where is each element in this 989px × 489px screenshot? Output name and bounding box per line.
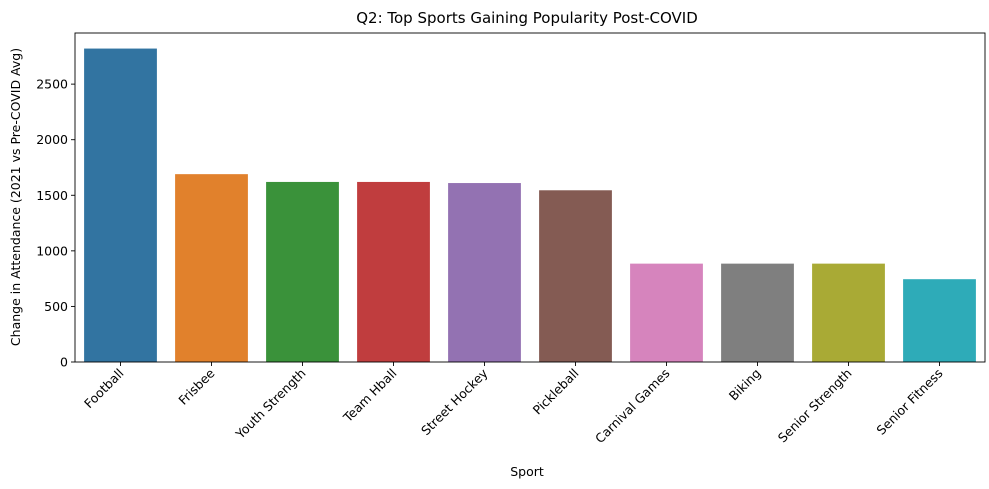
- chart-title: Q2: Top Sports Gaining Popularity Post-C…: [356, 9, 698, 27]
- bar-senior-fitness: [903, 279, 976, 362]
- x-tick-label: Team Hball: [340, 366, 400, 426]
- bar-team-hball: [357, 181, 430, 362]
- x-axis: Football Frisbee Youth Strength Team Hball S…: [81, 362, 946, 446]
- plot-frame: [74, 32, 986, 363]
- y-tick-label: 2500: [36, 77, 68, 92]
- x-tick-label: Frisbee: [175, 365, 217, 407]
- bar-carnival-games: [630, 263, 703, 362]
- y-axis: 0 500 1000 1500 2000 2500: [36, 77, 75, 370]
- x-tick-label: Pickleball: [530, 366, 582, 418]
- bar-pickleball: [539, 190, 612, 362]
- x-tick-label: Street Hockey: [418, 365, 491, 438]
- y-axis-title: Change in Attendance (2021 vs Pre-COVID …: [8, 48, 23, 346]
- bar-senior-strength: [812, 263, 885, 362]
- bar-frisbee: [175, 174, 248, 362]
- bar-series: [84, 48, 976, 362]
- y-tick-label: 2000: [36, 132, 68, 147]
- x-axis-title: Sport: [510, 464, 544, 479]
- x-tick-label: Football: [81, 366, 127, 412]
- y-tick-label: 1000: [36, 243, 68, 258]
- x-tick-label: Senior Strength: [775, 366, 855, 446]
- x-tick-label: Youth Strength: [232, 366, 309, 443]
- y-tick-label: 1500: [36, 188, 68, 203]
- y-tick-label: 0: [60, 355, 68, 370]
- y-tick-label: 500: [44, 299, 68, 314]
- bar-football: [84, 48, 157, 362]
- x-tick-label: Senior Fitness: [873, 366, 945, 438]
- bar-youth-strength: [266, 181, 339, 362]
- bar-biking: [721, 263, 794, 362]
- x-tick-label: Biking: [726, 366, 764, 404]
- bar-street-hockey: [448, 183, 521, 362]
- x-tick-label: Carnival Games: [592, 366, 673, 447]
